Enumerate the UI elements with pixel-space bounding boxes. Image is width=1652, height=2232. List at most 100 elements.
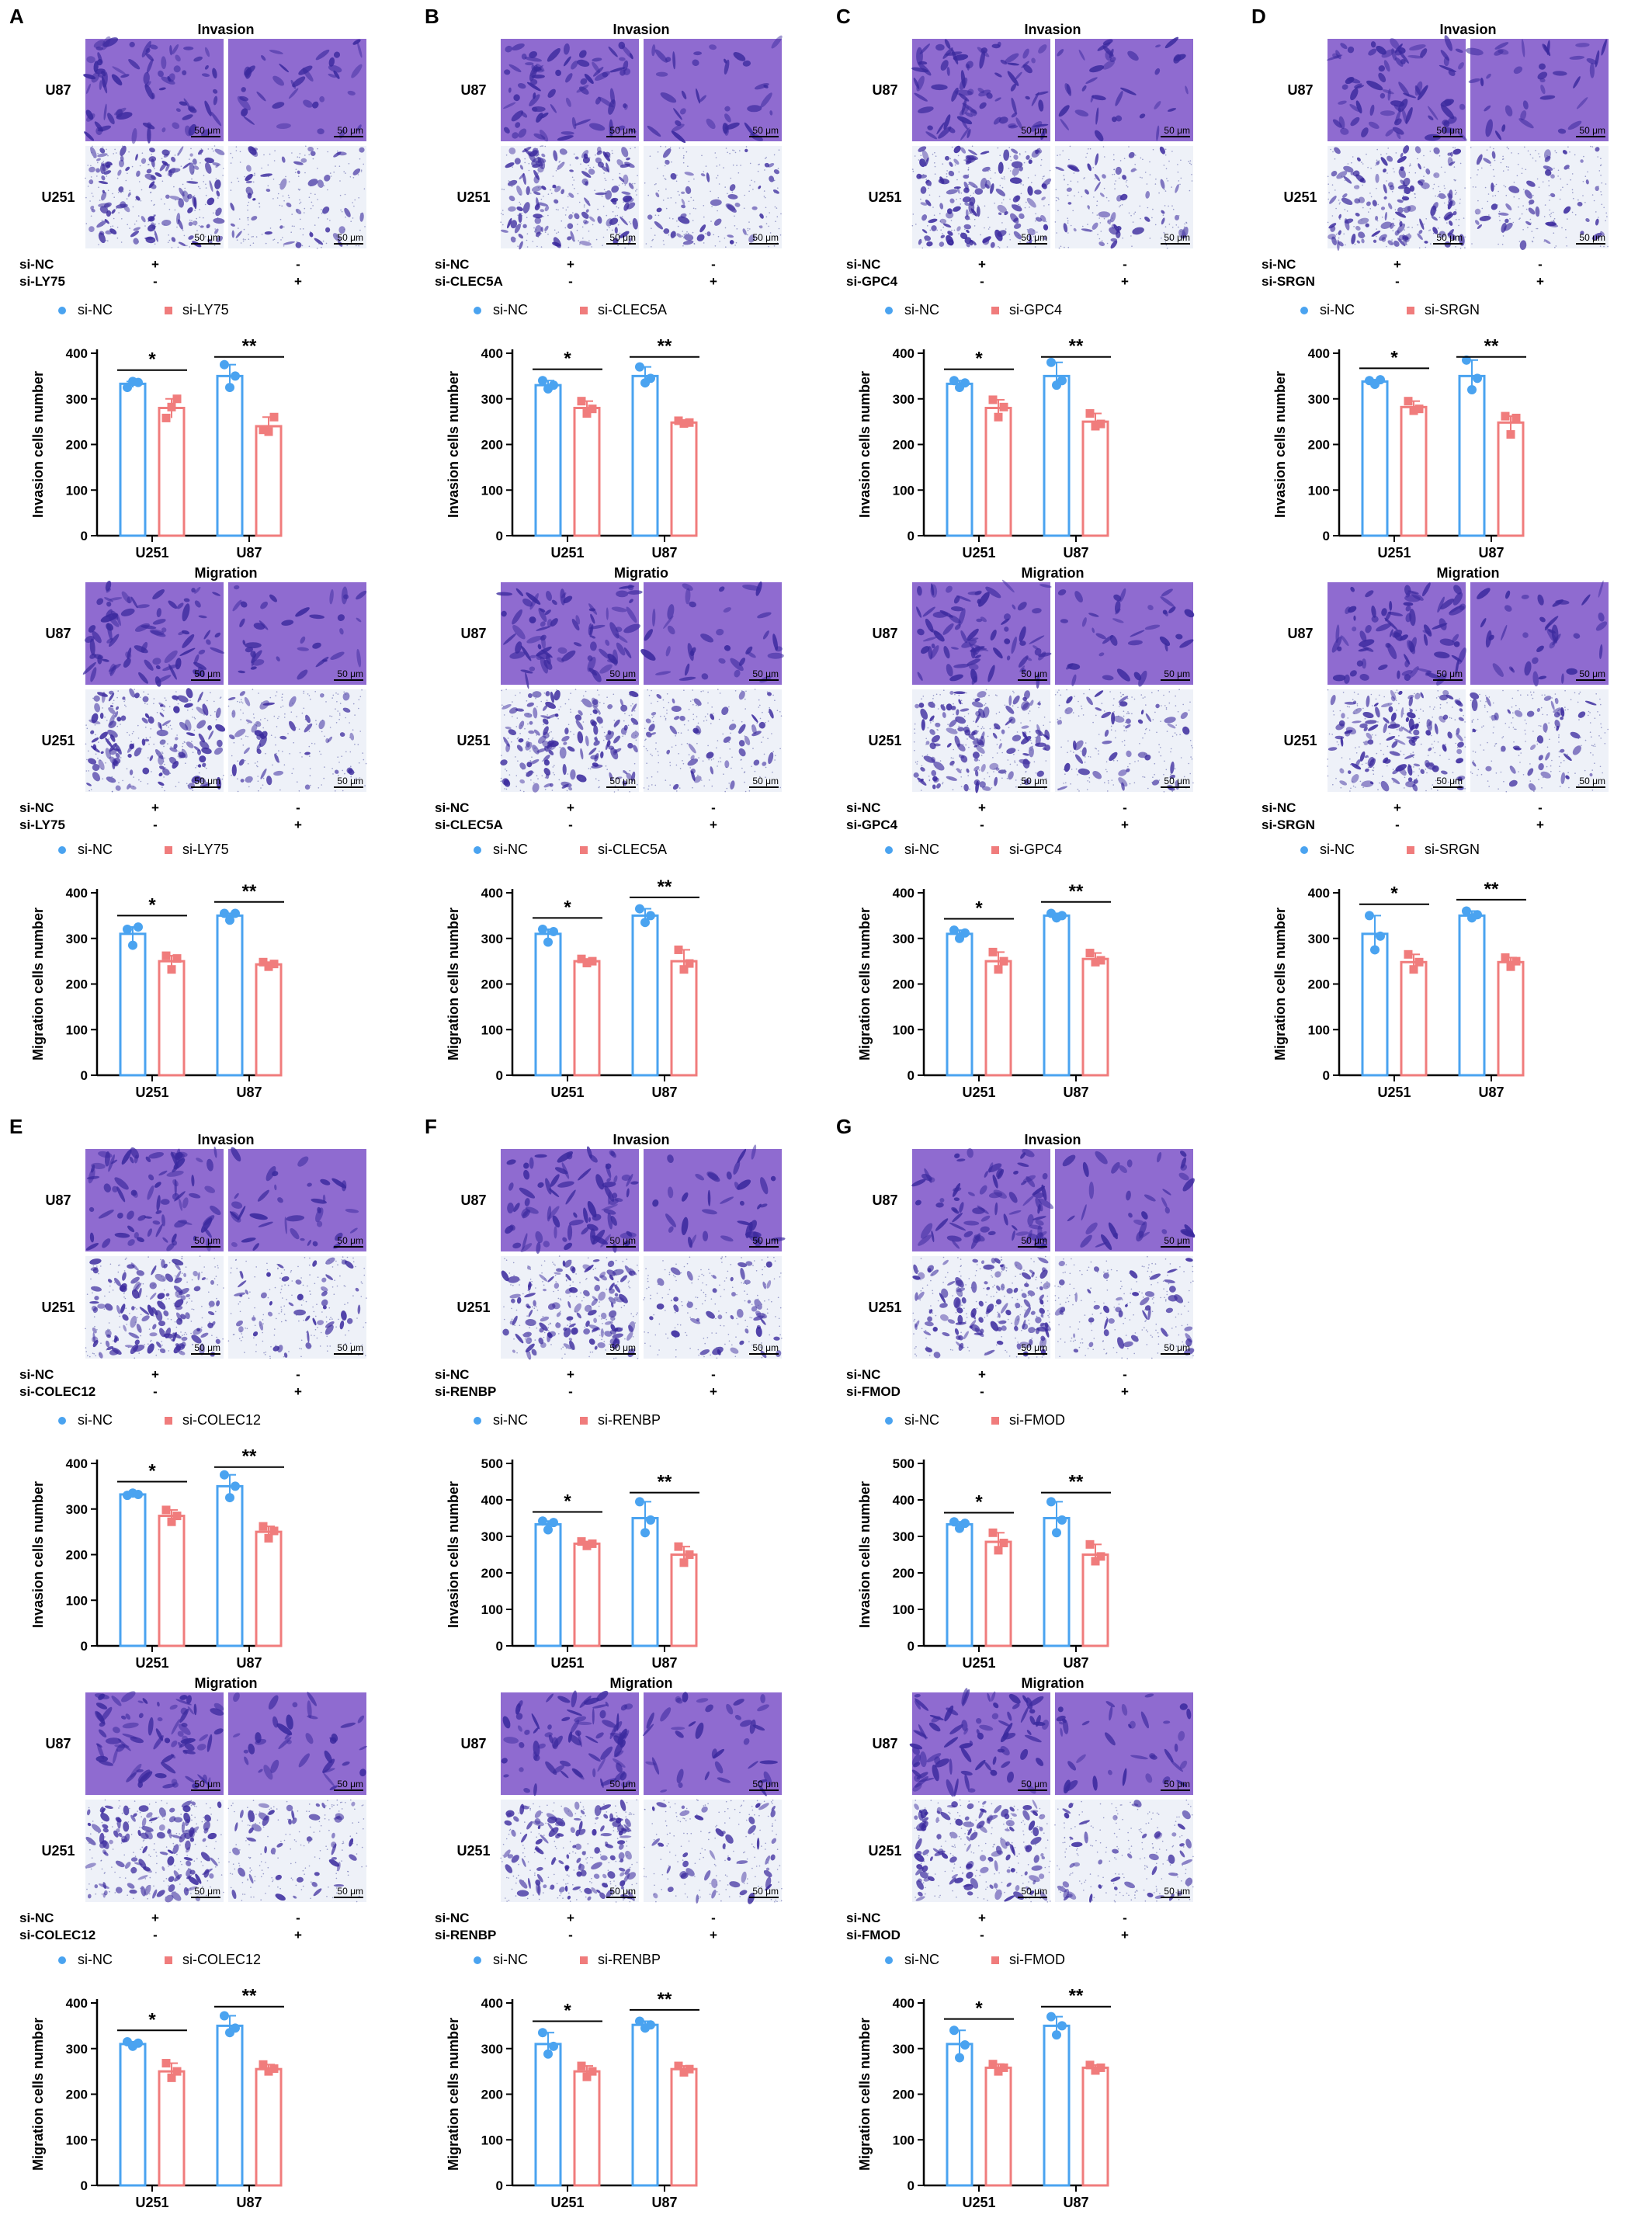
pore-dot	[249, 245, 252, 247]
pore-dot	[1446, 222, 1448, 224]
cell-blob	[144, 659, 154, 671]
pore-dot	[969, 213, 970, 215]
pore-dot	[1567, 218, 1568, 220]
pore-dot	[996, 695, 998, 696]
pore-dot	[920, 154, 922, 156]
pore-dot	[1163, 189, 1165, 190]
treatment-sign: -	[980, 817, 984, 832]
y-tick-label: 300	[66, 392, 88, 407]
scale-bar-label: 50 μm	[1164, 668, 1190, 679]
pore-dot	[114, 748, 116, 749]
cell-blob	[297, 170, 300, 175]
pore-dot	[935, 693, 938, 696]
pore-dot	[1451, 159, 1452, 161]
pore-dot	[519, 203, 522, 205]
pore-dot	[614, 215, 616, 217]
pore-dot	[276, 691, 278, 693]
pore-dot	[320, 753, 322, 755]
pore-dot	[295, 168, 297, 170]
pore-dot	[1477, 200, 1479, 202]
pore-dot	[1183, 226, 1185, 228]
pore-dot	[643, 787, 645, 789]
pore-dot	[1009, 763, 1012, 765]
legend-marker-control	[1300, 307, 1308, 314]
data-point	[1046, 357, 1056, 367]
pore-dot	[717, 196, 720, 199]
treatment-condition-label: si-GPC4	[846, 817, 898, 832]
pore-dot	[318, 243, 320, 245]
pore-dot	[1060, 720, 1062, 721]
cell-blob	[330, 651, 345, 660]
pore-dot	[1067, 246, 1070, 248]
pore-dot	[920, 790, 922, 791]
pore-dot	[950, 220, 953, 221]
pore-dot	[643, 745, 645, 748]
pore-dot	[698, 757, 699, 758]
pore-dot	[1111, 217, 1113, 219]
pore-dot	[679, 217, 681, 218]
pore-dot	[301, 712, 304, 714]
pore-dot	[1078, 715, 1080, 717]
pore-dot	[144, 225, 146, 227]
pore-dot	[912, 213, 914, 215]
pore-dot	[617, 207, 620, 209]
pore-dot	[1560, 178, 1562, 180]
data-point	[231, 371, 240, 381]
pore-dot	[326, 218, 328, 220]
pore-dot	[956, 198, 957, 200]
y-tick-label: 300	[893, 392, 914, 407]
pore-dot	[258, 693, 259, 694]
pore-dot	[515, 726, 518, 727]
pore-dot	[598, 710, 600, 712]
pore-dot	[772, 751, 774, 752]
pore-dot	[123, 700, 125, 703]
pore-dot	[767, 720, 769, 722]
pore-dot	[1022, 184, 1024, 186]
cell-blob	[194, 586, 201, 594]
pore-dot	[725, 246, 727, 248]
pore-dot	[310, 784, 311, 786]
pore-dot	[272, 764, 273, 766]
pore-dot	[218, 745, 220, 747]
pore-dot	[630, 705, 632, 706]
cell-blob	[155, 675, 172, 683]
pore-dot	[1386, 153, 1387, 154]
panel-letter: B	[425, 5, 439, 28]
cell-blob	[935, 43, 945, 51]
cell-blob	[173, 65, 181, 73]
pore-dot	[527, 713, 529, 715]
pore-dot	[1359, 201, 1361, 203]
pore-dot	[692, 773, 694, 776]
y-tick-label: 0	[1323, 529, 1330, 543]
cell-blob	[260, 601, 268, 609]
pore-dot	[1129, 783, 1131, 785]
pore-dot	[284, 713, 286, 715]
cell-blob	[93, 61, 99, 73]
pore-dot	[1392, 230, 1394, 231]
pore-dot	[251, 236, 253, 238]
pore-dot	[85, 223, 88, 224]
pore-dot	[665, 779, 667, 781]
pore-dot	[662, 230, 665, 232]
pore-dot	[1432, 188, 1434, 189]
cell-blob	[213, 217, 225, 224]
pore-dot	[922, 159, 924, 161]
data-point	[128, 940, 137, 950]
pore-dot	[581, 700, 582, 702]
pore-dot	[682, 762, 685, 765]
pore-dot	[1532, 157, 1534, 159]
pore-dot	[1459, 162, 1462, 165]
cell-blob	[256, 91, 266, 102]
pore-dot	[1505, 220, 1508, 223]
pore-dot	[211, 148, 213, 150]
cell-blob	[84, 131, 95, 141]
treatment-condition-label: si-CLEC5A	[435, 817, 503, 832]
pore-dot	[552, 766, 554, 768]
pore-dot	[200, 162, 201, 164]
pore-dot	[734, 690, 737, 692]
pore-dot	[102, 234, 103, 236]
pore-dot	[254, 762, 256, 764]
pore-dot	[1125, 721, 1126, 724]
pore-dot	[1571, 189, 1574, 191]
